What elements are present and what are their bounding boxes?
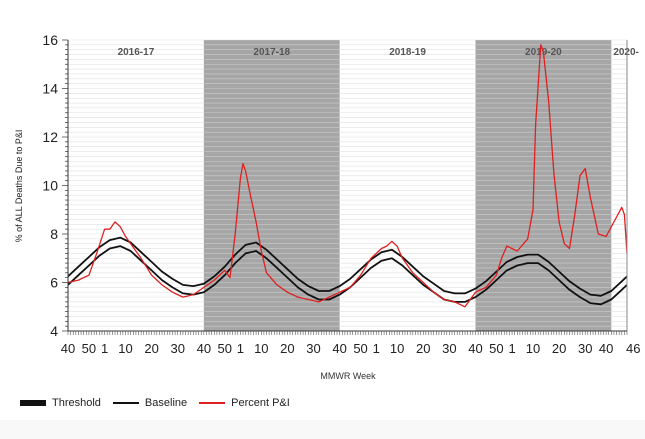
legend-item-threshold: Threshold	[20, 397, 101, 409]
x-tick-label: 50	[82, 341, 96, 356]
x-tick-label: 30	[170, 341, 184, 356]
x-tick-label: 50	[217, 341, 231, 356]
legend: Threshold Baseline Percent P&I	[20, 397, 302, 409]
pi-mortality-chart: 2016-17 2017-18 2018-19 2019-20 2020- 468101…	[14, 32, 640, 381]
y-tick-label: 12	[42, 129, 58, 145]
x-tick-label: 20	[144, 341, 158, 356]
series-line-percent-p-i	[67, 44, 628, 308]
y-tick-label: 6	[50, 275, 58, 291]
percent-pi-swatch	[199, 402, 226, 404]
series-lines	[67, 44, 628, 308]
x-tick-label: 40	[197, 341, 211, 356]
x-tick-label: 30	[442, 341, 456, 356]
x-tick-label: 50	[489, 341, 503, 356]
baseline-swatch	[112, 402, 139, 404]
x-tick-label: 46	[626, 341, 640, 356]
y-tick-label: 4	[50, 323, 58, 339]
threshold-swatch	[20, 400, 46, 406]
x-tick-label: 40	[468, 341, 482, 356]
x-tick-label: 30	[578, 341, 592, 356]
legend-label: Baseline	[144, 397, 188, 409]
footer-area	[0, 420, 645, 439]
x-tick-label: 20	[552, 341, 566, 356]
x-tick-label: 10	[118, 341, 132, 356]
x-tick-label: 40	[599, 341, 613, 356]
legend-item-percent-pi: Percent P&I	[199, 397, 290, 409]
x-tick-label: 1	[101, 341, 108, 356]
x-tick-label: 1	[373, 341, 380, 356]
season-label: 2016-17	[118, 47, 155, 58]
y-axis-title: % of ALL Deaths Due to P&I	[14, 130, 24, 243]
x-tick-label: 10	[254, 341, 268, 356]
x-tick-label: 10	[526, 341, 540, 356]
gridlines	[68, 39, 627, 332]
legend-label: Percent P&I	[231, 397, 290, 409]
x-tick-label: 40	[332, 341, 346, 356]
season-label: 2017-18	[253, 47, 290, 58]
x-tick-label: 20	[280, 341, 294, 356]
legend-item-baseline: Baseline	[112, 397, 188, 409]
x-tick-label: 40	[61, 341, 75, 356]
y-tick-label: 16	[42, 32, 58, 48]
x-tick-label: 1	[508, 341, 515, 356]
season-label: 2020-	[613, 47, 639, 58]
x-tick-label: 50	[353, 341, 367, 356]
season-label: 2018-19	[389, 47, 426, 58]
y-tick-label: 14	[42, 81, 58, 97]
x-tick-label: 10	[390, 341, 404, 356]
legend-label: Threshold	[52, 397, 101, 409]
x-tick-label: 1	[237, 341, 244, 356]
x-axis-title: MMWR Week	[320, 371, 376, 381]
series-line-threshold	[67, 236, 628, 297]
y-tick-label: 10	[42, 178, 58, 194]
x-tick-label: 20	[416, 341, 430, 356]
x-tick-label: 30	[306, 341, 320, 356]
y-tick-label: 8	[50, 226, 58, 242]
